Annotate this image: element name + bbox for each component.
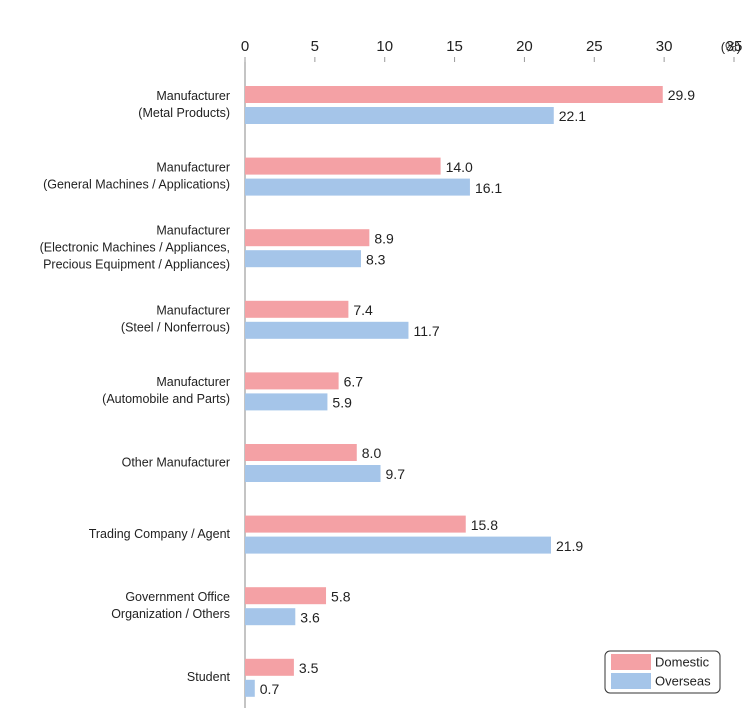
bar — [245, 157, 441, 175]
bar — [245, 444, 357, 461]
category-label: (Electronic Machines / Appliances, — [40, 240, 230, 254]
value-label: 29.9 — [668, 87, 695, 103]
bar — [245, 300, 349, 318]
legend-swatch — [611, 673, 651, 689]
legend-label: Overseas — [655, 673, 711, 688]
legend-swatch — [611, 654, 651, 670]
value-label: 7.4 — [353, 302, 373, 318]
bar — [245, 393, 328, 411]
category-label: Trading Company / Agent — [89, 527, 231, 541]
category-label: Manufacturer — [156, 375, 230, 389]
category-label: Precious Equipment / Appliances) — [43, 257, 230, 271]
x-tick-label: 15 — [446, 38, 463, 55]
value-label: 6.7 — [344, 374, 364, 390]
value-label: 21.9 — [556, 538, 583, 554]
value-label: 16.1 — [475, 180, 502, 196]
bar — [245, 608, 296, 626]
x-tick-label: 30 — [656, 38, 673, 55]
value-label: 14.0 — [446, 159, 473, 175]
category-label: (Automobile and Parts) — [102, 392, 230, 406]
category-label: (Steel / Nonferrous) — [121, 321, 230, 335]
value-label: 3.6 — [300, 609, 320, 625]
value-label: 8.3 — [366, 251, 386, 267]
bar — [245, 679, 255, 697]
legend-label: Domestic — [655, 654, 710, 669]
x-tick-label: 5 — [311, 38, 319, 55]
x-tick-label: 25 — [586, 38, 603, 55]
bar — [245, 178, 470, 196]
category-label: Other Manufacturer — [122, 455, 230, 469]
category-label: Manufacturer — [156, 304, 230, 318]
bar — [245, 658, 294, 676]
bar — [245, 372, 339, 390]
value-label: 0.7 — [260, 681, 280, 697]
unit-label: (%) — [721, 39, 741, 54]
value-label: 15.8 — [471, 517, 498, 533]
x-tick-label: 0 — [241, 38, 249, 55]
value-label: 8.0 — [362, 445, 382, 461]
x-tick-label: 20 — [516, 38, 533, 55]
value-label: 11.7 — [413, 323, 439, 339]
category-label: Manufacturer — [156, 89, 230, 103]
category-label: Manufacturer — [156, 223, 230, 237]
value-label: 8.9 — [374, 230, 394, 246]
category-label: Manufacturer — [156, 160, 230, 174]
value-label: 5.9 — [332, 395, 352, 411]
value-label: 3.5 — [299, 660, 319, 676]
value-label: 5.8 — [331, 588, 351, 604]
category-label: Government Office — [125, 590, 230, 604]
category-label: (Metal Products) — [138, 106, 230, 120]
bar — [245, 515, 466, 533]
value-label: 9.7 — [386, 466, 406, 482]
x-tick-label: 10 — [376, 38, 393, 55]
bar — [245, 86, 663, 103]
bar — [245, 536, 551, 554]
x-tick-label: 35 — [726, 38, 743, 55]
bar — [245, 250, 361, 268]
bar — [245, 107, 554, 124]
bar — [245, 321, 409, 339]
value-label: 22.1 — [559, 108, 586, 124]
category-label: (General Machines / Applications) — [43, 177, 230, 191]
bar — [245, 465, 381, 482]
category-label: Organization / Others — [111, 607, 230, 621]
category-label: Student — [187, 670, 231, 684]
bar — [245, 229, 370, 247]
bar — [245, 587, 327, 605]
